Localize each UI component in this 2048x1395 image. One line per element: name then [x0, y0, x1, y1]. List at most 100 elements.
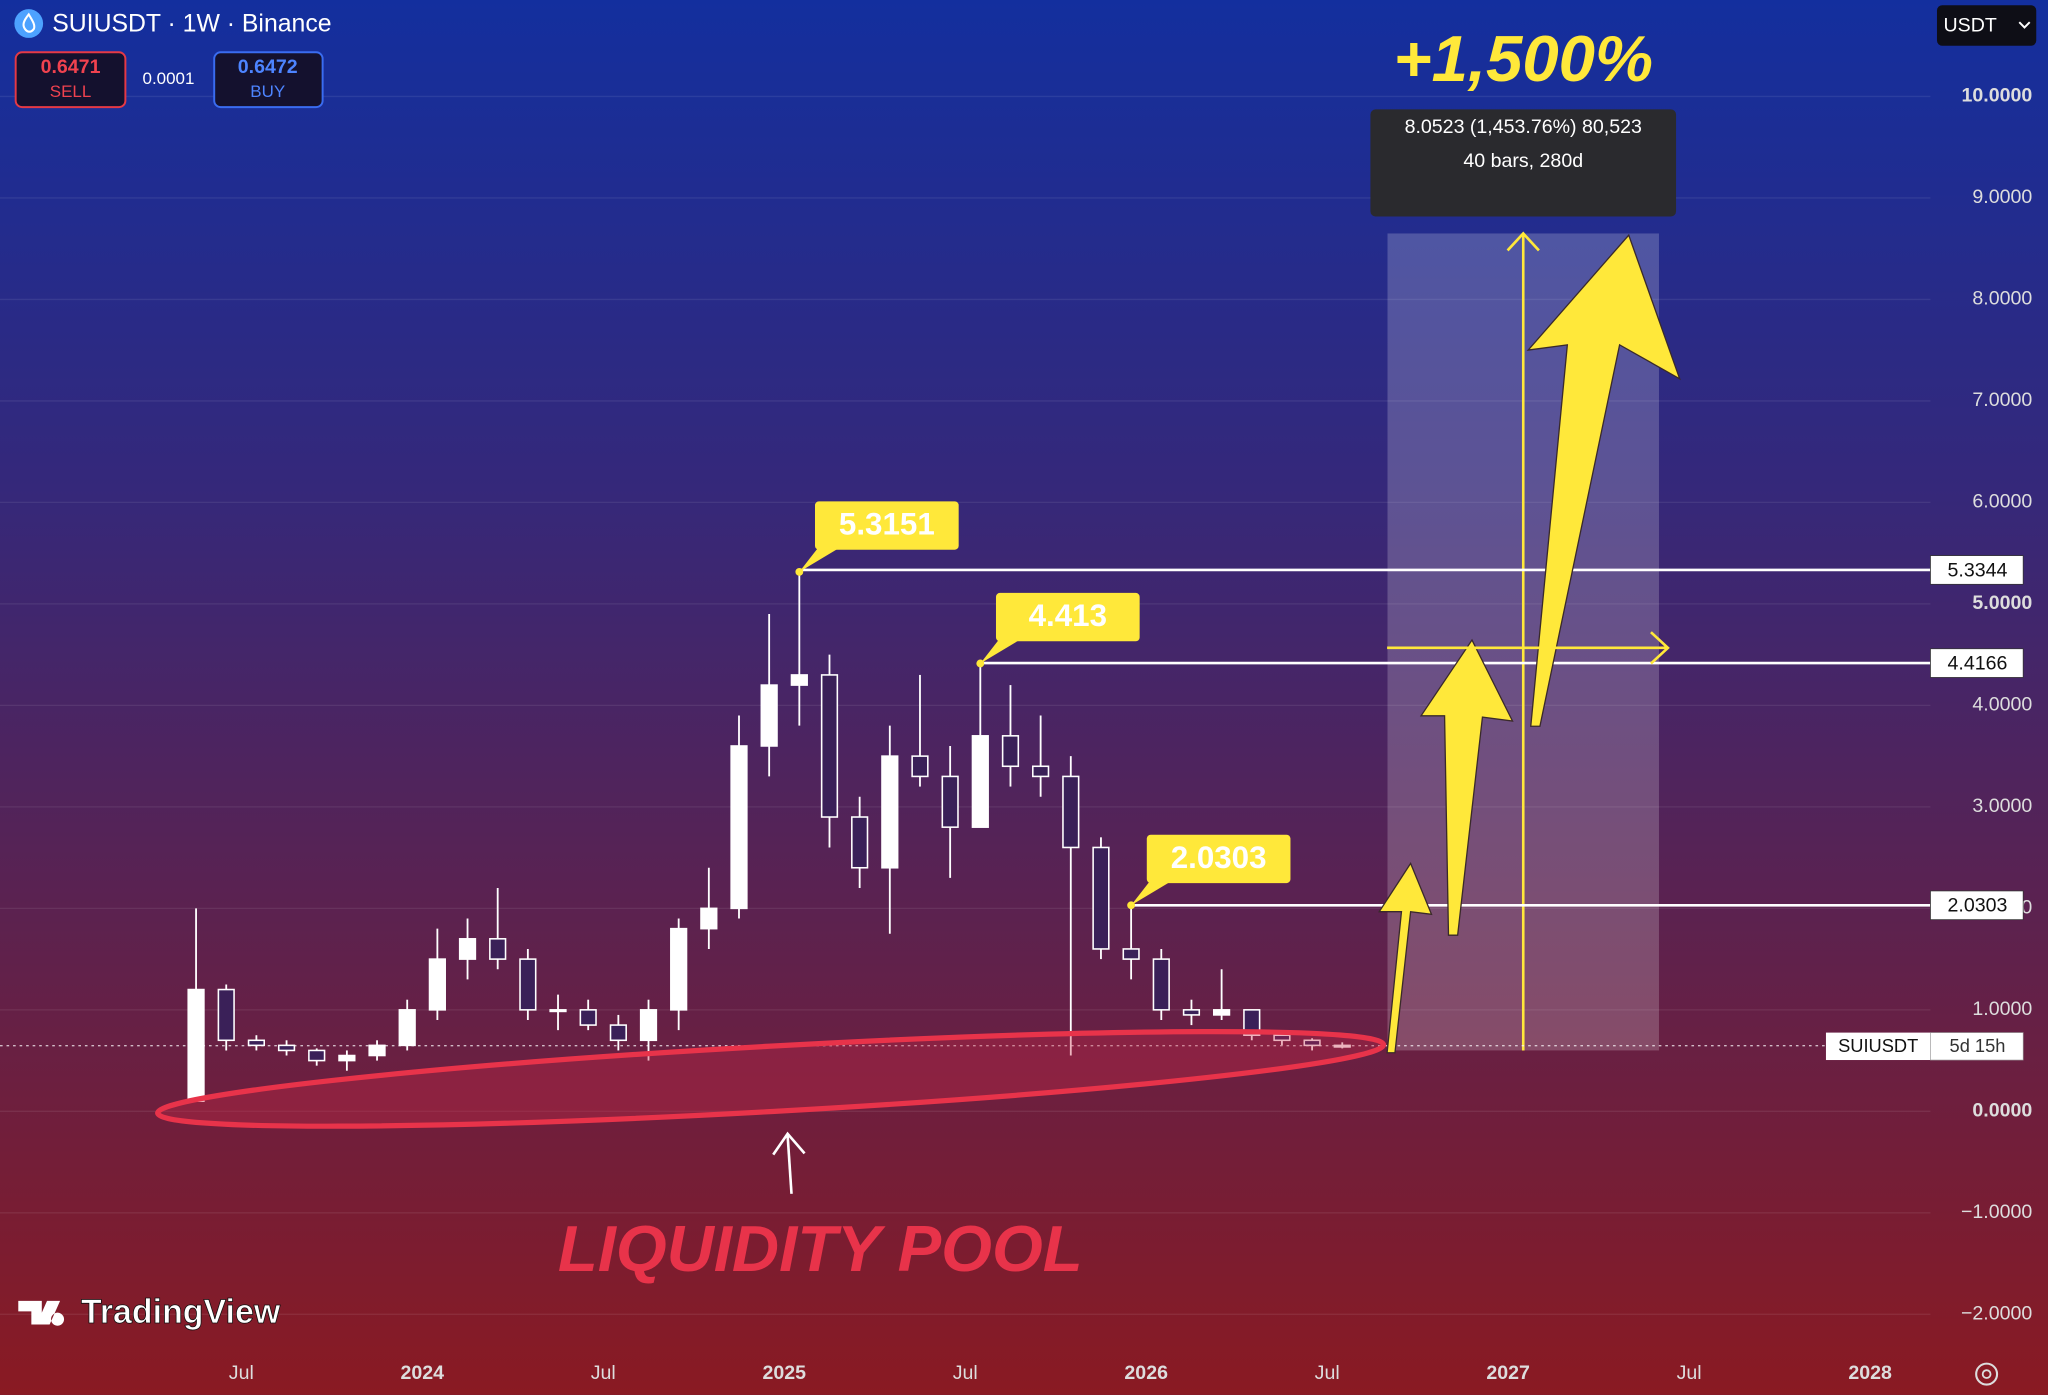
level-label-box	[1930, 890, 2024, 921]
x-tick-label: Jul	[1315, 1362, 1340, 1384]
candle-body	[1122, 948, 1140, 960]
candle	[941, 745, 959, 878]
x-tick-label: 2024	[401, 1362, 445, 1384]
drawing-layer	[155, 233, 1681, 1194]
settings-icon-center[interactable]	[1981, 1369, 1992, 1379]
candle-body	[851, 816, 869, 869]
candle-body	[247, 1039, 266, 1047]
liquidity-arrow	[772, 1131, 806, 1194]
callout-box	[815, 501, 959, 550]
candle	[428, 928, 446, 1020]
level-label-box	[1930, 648, 2024, 678]
candle	[760, 614, 778, 777]
callout-label: 5.3151	[839, 506, 935, 541]
x-tick-label: 2028	[1848, 1362, 1892, 1384]
level-label: 4.4166	[1948, 653, 2008, 675]
candle	[1333, 1042, 1351, 1049]
measure-line-head	[1506, 231, 1540, 252]
candle-body	[760, 684, 778, 747]
candle-body	[428, 958, 446, 1011]
arrow-small	[1378, 861, 1433, 1054]
candle-body	[1092, 846, 1110, 950]
sell-label[interactable]: SELL	[50, 82, 92, 101]
price-tag-box	[1825, 1032, 1931, 1061]
arrow-medium	[1419, 638, 1514, 936]
candle	[579, 999, 597, 1031]
candle	[700, 867, 718, 949]
candle-body	[881, 755, 899, 869]
candle-body	[1243, 1009, 1261, 1037]
sell-price[interactable]: 0.6471	[41, 56, 101, 78]
candle	[519, 948, 537, 1020]
callout-label: 2.0303	[1171, 840, 1267, 875]
sell-button[interactable]: 0.6471 SELL	[14, 51, 127, 109]
header: SUIUSDT · 1W · Binance 0.6471 SELL 0.000…	[14, 5, 2037, 109]
candle	[247, 1035, 266, 1051]
level-label: 2.0303	[1948, 895, 2008, 917]
candle-body	[1182, 1009, 1201, 1016]
candle-body	[489, 938, 507, 960]
dropdown-caret[interactable]	[2018, 21, 2031, 29]
liquidity-ellipse	[155, 1028, 1387, 1129]
candle	[881, 725, 899, 934]
candle-body	[1062, 775, 1080, 849]
brand-mark	[18, 1300, 65, 1326]
candle-body	[971, 735, 989, 828]
callout-box	[995, 592, 1140, 642]
x-tick-label: 2025	[762, 1362, 806, 1384]
y-tick-label: 8.0000	[1972, 288, 2032, 310]
candle-body	[458, 938, 477, 960]
buy-button[interactable]: 0.6472 BUY	[213, 51, 324, 109]
levels-layer	[0, 568, 1931, 1047]
candle	[820, 654, 839, 848]
candle-body	[730, 745, 748, 910]
candle	[1243, 1009, 1261, 1041]
candle	[790, 571, 808, 726]
candle-body	[217, 988, 235, 1042]
candle-body	[519, 958, 537, 1011]
candle-body	[1212, 1009, 1231, 1016]
x-tick-label: Jul	[1677, 1362, 1702, 1384]
y-tick-label: −2.0000	[1961, 1302, 2032, 1324]
arrow-head	[772, 1131, 806, 1156]
level-label-box	[1930, 555, 2024, 585]
grid-layer	[0, 95, 1931, 1315]
buy-price[interactable]: 0.6472	[238, 56, 298, 78]
candle-body	[911, 755, 929, 778]
arrow-shaft	[786, 1134, 793, 1194]
settings-icon[interactable]	[1975, 1362, 1999, 1386]
candle-body	[1333, 1044, 1351, 1048]
candle	[368, 1040, 386, 1061]
level-label: 5.3344	[1948, 559, 2008, 581]
candle-body	[1273, 1034, 1291, 1042]
candle-body	[1001, 735, 1020, 768]
x-tick-label: Jul	[229, 1362, 254, 1384]
candle	[458, 918, 477, 980]
candle	[1303, 1038, 1321, 1051]
candle	[670, 918, 688, 1031]
price-tag-countdown-box	[1930, 1032, 2024, 1061]
x-tick-label: Jul	[591, 1362, 616, 1384]
candle	[639, 999, 658, 1061]
candles-layer	[187, 571, 1351, 1102]
spread: 0.0001	[143, 69, 195, 88]
candle	[1032, 715, 1050, 797]
sell-box[interactable]	[14, 51, 127, 109]
buy-box[interactable]	[213, 51, 324, 109]
currency-dropdown[interactable]: USDT	[1936, 5, 2037, 46]
target-arrow	[1387, 631, 1670, 665]
candle	[217, 984, 235, 1051]
candle	[398, 999, 416, 1051]
candle-body	[609, 1024, 627, 1042]
currency-box[interactable]	[1936, 5, 2037, 46]
candle-body	[277, 1044, 296, 1052]
currency-label[interactable]: USDT	[1944, 14, 1997, 36]
candle	[187, 908, 205, 1102]
symbol-icon	[14, 9, 44, 38]
buy-label[interactable]: BUY	[250, 82, 285, 101]
brand-logo: TradingView	[18, 1293, 281, 1331]
settings-button[interactable]	[1975, 1362, 1999, 1386]
